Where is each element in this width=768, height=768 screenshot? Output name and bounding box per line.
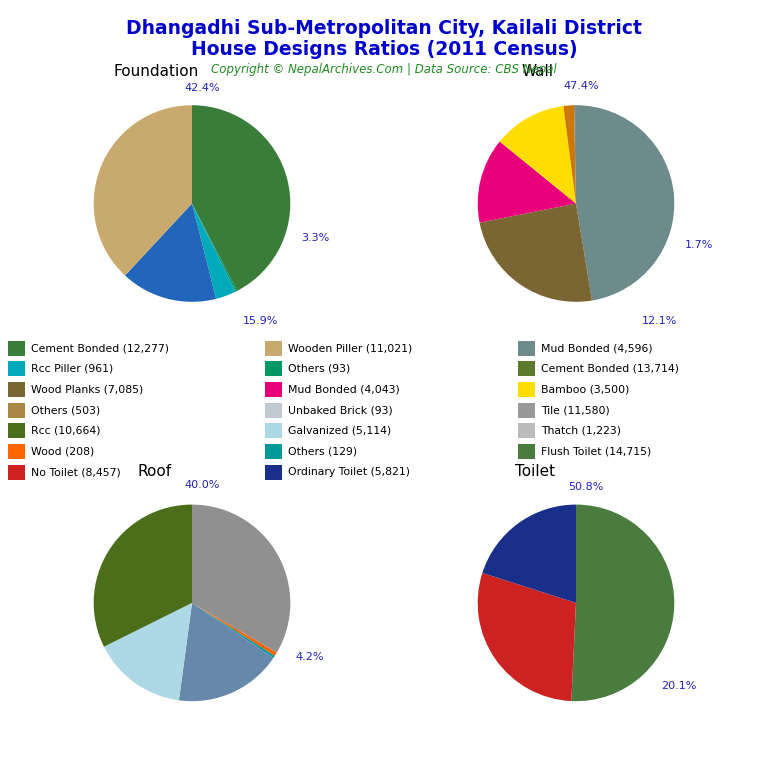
- FancyBboxPatch shape: [8, 382, 25, 397]
- Text: 20.1%: 20.1%: [661, 681, 697, 691]
- Text: House Designs Ratios (2011 Census): House Designs Ratios (2011 Census): [190, 40, 578, 59]
- FancyBboxPatch shape: [265, 465, 282, 480]
- Text: Rcc Piller (961): Rcc Piller (961): [31, 364, 113, 374]
- Wedge shape: [479, 204, 592, 302]
- FancyBboxPatch shape: [518, 444, 535, 459]
- Text: Galvanized (5,114): Galvanized (5,114): [288, 426, 391, 436]
- FancyBboxPatch shape: [8, 362, 25, 376]
- FancyBboxPatch shape: [265, 402, 282, 418]
- Text: 4.2%: 4.2%: [296, 652, 324, 662]
- Wedge shape: [192, 105, 290, 291]
- Wedge shape: [482, 505, 576, 603]
- Text: Wood Planks (7,085): Wood Planks (7,085): [31, 385, 143, 395]
- Text: Wood (208): Wood (208): [31, 446, 94, 456]
- Text: Others (129): Others (129): [288, 446, 357, 456]
- Text: Bamboo (3,500): Bamboo (3,500): [541, 385, 630, 395]
- Text: Foundation: Foundation: [114, 65, 199, 79]
- FancyBboxPatch shape: [265, 362, 282, 376]
- Wedge shape: [478, 573, 576, 701]
- Text: Rcc (10,664): Rcc (10,664): [31, 426, 100, 436]
- Wedge shape: [125, 204, 216, 302]
- Wedge shape: [94, 105, 192, 276]
- Text: Wooden Piller (11,021): Wooden Piller (11,021): [288, 343, 412, 353]
- Text: 12.1%: 12.1%: [642, 316, 677, 326]
- FancyBboxPatch shape: [518, 423, 535, 439]
- FancyBboxPatch shape: [265, 423, 282, 439]
- FancyBboxPatch shape: [265, 444, 282, 459]
- Text: 0.3%: 0.3%: [0, 767, 1, 768]
- FancyBboxPatch shape: [8, 402, 25, 418]
- Wedge shape: [192, 603, 276, 656]
- Text: Mud Bonded (4,596): Mud Bonded (4,596): [541, 343, 653, 353]
- Text: 29.2%: 29.2%: [0, 767, 1, 768]
- Text: 38.1%: 38.1%: [0, 767, 1, 768]
- Wedge shape: [179, 603, 273, 701]
- Text: Tile (11,580): Tile (11,580): [541, 406, 611, 415]
- FancyBboxPatch shape: [8, 465, 25, 480]
- Wedge shape: [564, 105, 576, 204]
- Text: 14.0%: 14.0%: [0, 767, 1, 768]
- Text: Wall: Wall: [522, 65, 554, 79]
- Text: 1.7%: 1.7%: [685, 240, 713, 250]
- Text: 15.9%: 15.9%: [243, 316, 279, 326]
- Text: 42.4%: 42.4%: [184, 82, 220, 92]
- Text: Cement Bonded (12,277): Cement Bonded (12,277): [31, 343, 169, 353]
- Text: 47.4%: 47.4%: [563, 81, 599, 91]
- Text: Unbaked Brick (93): Unbaked Brick (93): [288, 406, 392, 415]
- Wedge shape: [571, 505, 674, 701]
- Wedge shape: [576, 105, 674, 300]
- Text: Mud Bonded (4,043): Mud Bonded (4,043): [288, 385, 400, 395]
- Text: Roof: Roof: [138, 464, 172, 478]
- Text: Copyright © NepalArchives.Com | Data Source: CBS Nepal: Copyright © NepalArchives.Com | Data Sou…: [211, 63, 557, 76]
- Text: 3.3%: 3.3%: [301, 233, 329, 243]
- Text: Flush Toilet (14,715): Flush Toilet (14,715): [541, 446, 652, 456]
- Text: Cement Bonded (13,714): Cement Bonded (13,714): [541, 364, 680, 374]
- Text: 24.5%: 24.5%: [0, 767, 1, 768]
- Text: 40.0%: 40.0%: [184, 480, 220, 490]
- FancyBboxPatch shape: [8, 444, 25, 459]
- Wedge shape: [192, 505, 290, 653]
- Wedge shape: [94, 505, 192, 647]
- Wedge shape: [478, 141, 576, 223]
- Text: Thatch (1,223): Thatch (1,223): [541, 426, 621, 436]
- Text: Others (93): Others (93): [288, 364, 350, 374]
- Text: Others (503): Others (503): [31, 406, 100, 415]
- Text: Dhangadhi Sub-Metropolitan City, Kailali District: Dhangadhi Sub-Metropolitan City, Kailali…: [126, 19, 642, 38]
- FancyBboxPatch shape: [8, 423, 25, 439]
- Wedge shape: [192, 603, 275, 658]
- FancyBboxPatch shape: [518, 402, 535, 418]
- Text: 36.9%: 36.9%: [0, 767, 1, 768]
- Wedge shape: [192, 204, 237, 292]
- Wedge shape: [574, 105, 576, 204]
- FancyBboxPatch shape: [518, 341, 535, 356]
- Text: 0.7%: 0.7%: [0, 767, 1, 768]
- Wedge shape: [104, 603, 192, 700]
- FancyBboxPatch shape: [518, 382, 535, 397]
- Text: 0.4%: 0.4%: [0, 767, 1, 768]
- Text: 17.7%: 17.7%: [0, 767, 1, 768]
- Text: No Toilet (8,457): No Toilet (8,457): [31, 467, 121, 477]
- FancyBboxPatch shape: [265, 382, 282, 397]
- Text: Toilet: Toilet: [515, 464, 554, 478]
- FancyBboxPatch shape: [518, 362, 535, 376]
- Text: 50.8%: 50.8%: [568, 482, 604, 492]
- FancyBboxPatch shape: [8, 341, 25, 356]
- Text: 0.3%: 0.3%: [0, 767, 1, 768]
- Text: Ordinary Toilet (5,821): Ordinary Toilet (5,821): [288, 467, 410, 477]
- Wedge shape: [192, 204, 235, 299]
- FancyBboxPatch shape: [265, 341, 282, 356]
- Wedge shape: [500, 106, 576, 204]
